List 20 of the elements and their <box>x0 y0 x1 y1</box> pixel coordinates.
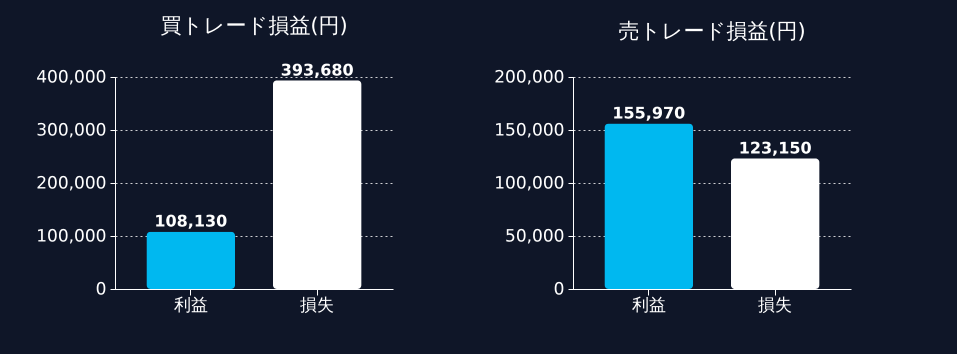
y-tick-label: 0 <box>554 280 564 300</box>
data-label: 393,680 <box>280 60 354 80</box>
y-tick-label: 200,000 <box>36 174 106 194</box>
x-tick-label: 利益 <box>174 296 208 316</box>
y-tick-label: 50,000 <box>505 226 564 246</box>
y-tick-label: 400,000 <box>36 68 106 88</box>
x-tick-label: 利益 <box>632 296 666 316</box>
y-tick-label: 200,000 <box>494 68 564 88</box>
y-tick-label: 100,000 <box>494 174 564 194</box>
y-tick-label: 300,000 <box>36 120 106 140</box>
x-tick-label: 損失 <box>758 296 792 316</box>
x-tick-label: 損失 <box>300 296 334 316</box>
chart-title: 買トレード損益(円) <box>160 13 348 38</box>
chart-title: 売トレード損益(円) <box>618 19 806 43</box>
y-tick-label: 0 <box>96 280 106 300</box>
y-tick-label: 150,000 <box>494 120 564 140</box>
data-label: 123,150 <box>738 138 812 158</box>
y-tick-label: 100,000 <box>36 226 106 246</box>
data-label: 155,970 <box>612 104 686 123</box>
data-label: 108,130 <box>154 212 228 231</box>
